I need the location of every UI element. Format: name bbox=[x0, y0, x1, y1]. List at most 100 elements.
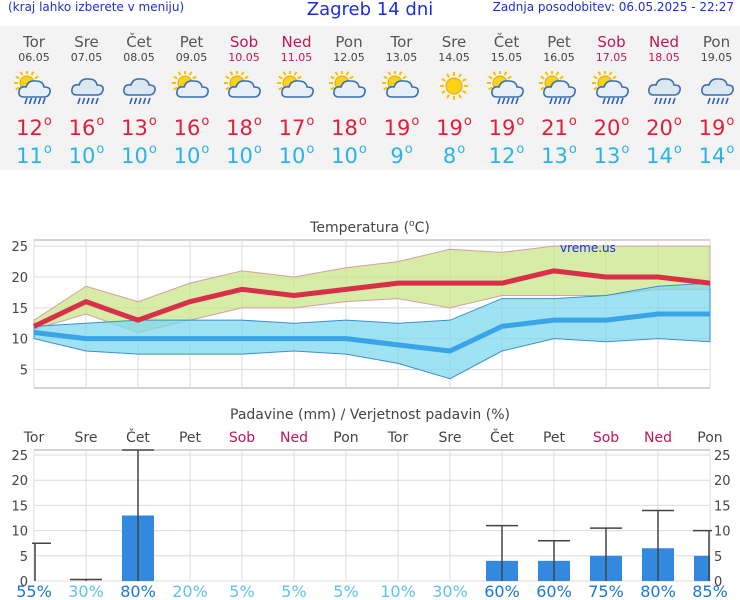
day-column[interactable]: Sob 10.05 18o 10o bbox=[218, 26, 270, 172]
precipitation-probability-label: 20% bbox=[172, 582, 208, 600]
min-temperature: 8o bbox=[428, 142, 480, 172]
day-name: Sob bbox=[229, 33, 259, 51]
day-name: Pet bbox=[547, 33, 571, 51]
day-date: 14.05 bbox=[438, 51, 470, 64]
min-temperature-value: 10 bbox=[68, 144, 96, 168]
day-column[interactable]: Pet 09.05 16o 10o bbox=[166, 26, 218, 172]
day-date: 19.05 bbox=[700, 51, 733, 64]
min-temperature-value: 10 bbox=[278, 144, 306, 168]
min-temperature-line bbox=[33, 311, 710, 354]
max-temperature-value: 16 bbox=[173, 116, 201, 140]
min-temperature: 10o bbox=[323, 142, 375, 172]
degree-symbol: o bbox=[43, 142, 52, 157]
day-column[interactable]: Sre 07.05 16o 10o bbox=[61, 26, 113, 172]
sun-cloud-rain-icon bbox=[591, 70, 632, 105]
day-column[interactable]: Pon 12.05 18o 10o bbox=[323, 26, 375, 172]
cloud-rain-icon bbox=[67, 71, 107, 105]
day-name: Pon bbox=[702, 33, 731, 51]
degree-symbol: o bbox=[411, 114, 420, 129]
max-temperature: 12o bbox=[8, 114, 60, 144]
min-temperature-value: 14 bbox=[646, 144, 673, 168]
max-temperature: 20o bbox=[586, 114, 638, 144]
x-tick-label: Čet bbox=[490, 428, 514, 446]
x-tick-label: Ned bbox=[280, 430, 308, 446]
min-temperature-range-band bbox=[33, 282, 711, 380]
y-tick-label: 20 bbox=[11, 474, 28, 489]
precipitation-probability-label: 60% bbox=[484, 582, 520, 600]
day-date: 12.05 bbox=[333, 51, 365, 64]
day-column[interactable]: Pet 16.05 21o 13o bbox=[533, 26, 585, 172]
chart-title: Padavine (mm) / Verjetnost padavin (%) bbox=[230, 407, 510, 423]
degree-symbol: o bbox=[673, 114, 682, 129]
max-temperature: 18o bbox=[323, 114, 375, 144]
day-column[interactable]: Čet 15.05 19o 12o bbox=[481, 26, 533, 172]
degree-symbol: o bbox=[726, 142, 735, 157]
max-temperature: 21o bbox=[533, 114, 585, 144]
degree-symbol: o bbox=[43, 114, 52, 129]
day-column[interactable]: Sre 14.05 19o 8o bbox=[428, 26, 480, 172]
precipitation-probability-label: 5% bbox=[333, 582, 358, 600]
day-column[interactable]: Ned 18.05 20o 14o bbox=[638, 26, 690, 172]
y-tick-label: 5 bbox=[20, 550, 28, 565]
day-column[interactable]: Tor 13.05 19o 9o bbox=[376, 26, 428, 172]
degree-symbol: o bbox=[457, 142, 466, 157]
day-name: Ned bbox=[281, 33, 312, 51]
y-tick-label: 10 bbox=[11, 333, 28, 348]
day-column[interactable]: Tor 06.05 12o 11o bbox=[8, 26, 60, 172]
max-temperature: 19o bbox=[376, 114, 428, 144]
precipitation-probability-label: 30% bbox=[432, 582, 468, 600]
degree-symbol: o bbox=[358, 142, 367, 157]
day-date: 09.05 bbox=[175, 51, 208, 64]
y-tick-label: 20 bbox=[11, 271, 28, 286]
max-temperature: 19o bbox=[428, 114, 480, 144]
max-temperature: 18o bbox=[218, 114, 270, 144]
location-menu-note[interactable]: (kraj lahko izberete v meniju) bbox=[8, 0, 185, 14]
day-name: Tor bbox=[390, 33, 413, 51]
degree-symbol: o bbox=[463, 114, 472, 129]
precipitation-probability-label: 80% bbox=[640, 582, 676, 600]
max-temperature: 17o bbox=[271, 114, 323, 144]
chart-title: Temperatura (oC) bbox=[309, 219, 430, 236]
precipitation-bar bbox=[694, 555, 710, 581]
sun-cloud-rain-icon bbox=[14, 70, 54, 105]
day-date: 13.05 bbox=[385, 51, 418, 64]
day-name: Tor bbox=[23, 33, 45, 51]
y-tick-label: 15 bbox=[11, 499, 28, 514]
day-name: Sre bbox=[74, 33, 99, 51]
day-column[interactable]: Sob 17.05 20o 13o bbox=[586, 26, 638, 172]
precipitation-probability-label: 5% bbox=[281, 582, 306, 600]
cloud-rain-icon bbox=[644, 71, 684, 105]
x-tick-label: Pon bbox=[697, 430, 722, 446]
day-column[interactable]: Čet 08.05 13o 10o bbox=[113, 26, 165, 172]
min-temperature-value: 9 bbox=[390, 144, 404, 168]
min-temperature: 13o bbox=[533, 142, 585, 172]
min-temperature-value: 12 bbox=[488, 144, 516, 168]
day-column[interactable]: Ned 11.05 17o 10o bbox=[271, 26, 323, 172]
day-name: Čet bbox=[493, 33, 520, 51]
degree-symbol: o bbox=[621, 142, 630, 157]
min-temperature: 9o bbox=[376, 142, 428, 172]
day-name: Pon bbox=[335, 33, 363, 51]
min-temperature: 14o bbox=[691, 142, 740, 172]
sun-cloud-icon bbox=[381, 70, 422, 105]
degree-symbol: o bbox=[568, 142, 577, 157]
degree-symbol: o bbox=[306, 114, 315, 129]
x-tick-label: Sob bbox=[229, 430, 255, 446]
sun-cloud-icon bbox=[224, 70, 264, 105]
min-temperature: 10o bbox=[218, 142, 270, 172]
max-temperature: 16o bbox=[61, 114, 113, 144]
max-temperature-value: 16 bbox=[68, 116, 96, 140]
day-column[interactable]: Pon 19.05 19o 14o bbox=[691, 26, 740, 172]
page-title: Zagreb 14 dni bbox=[306, 0, 434, 20]
degree-symbol: o bbox=[621, 114, 630, 129]
degree-symbol: o bbox=[201, 142, 210, 157]
degree-symbol: o bbox=[726, 114, 735, 129]
degree-symbol: o bbox=[148, 142, 157, 157]
day-date: 07.05 bbox=[70, 51, 103, 64]
x-tick-label: Ned bbox=[644, 430, 672, 446]
min-temperature: 12o bbox=[481, 142, 533, 172]
cloudy-sun-icon bbox=[171, 70, 212, 105]
day-name: Ned bbox=[649, 33, 679, 51]
max-temperature-value: 21 bbox=[541, 116, 568, 140]
title-unit: C) bbox=[415, 220, 430, 236]
